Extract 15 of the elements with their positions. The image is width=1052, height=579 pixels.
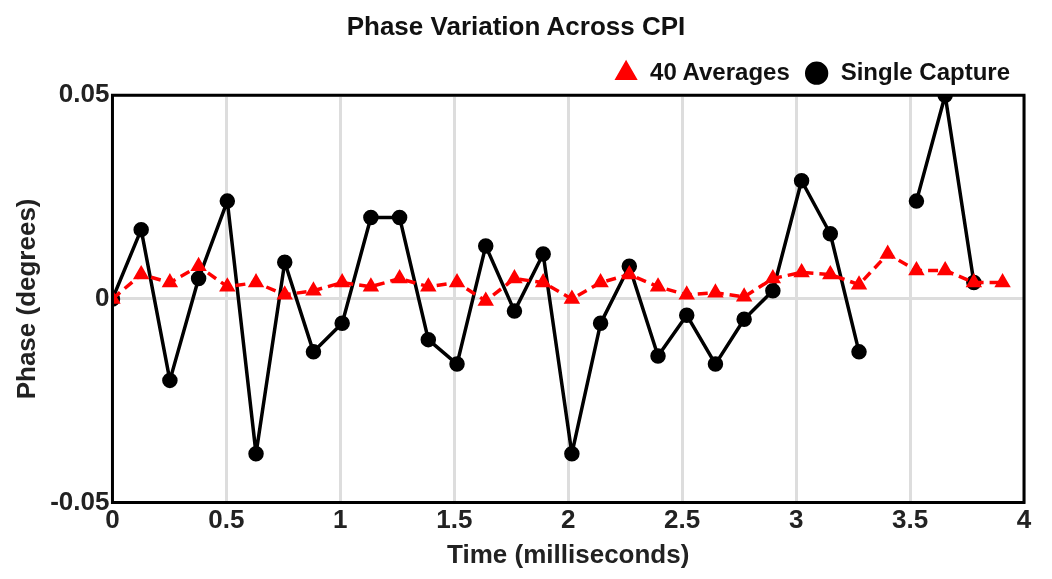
y-axis-title: Phase (degrees) xyxy=(10,198,41,400)
legend-label: Single Capture xyxy=(840,57,1010,85)
x-tick-label: 4 xyxy=(1016,504,1032,535)
x-axis-title: Time (milliseconds) xyxy=(447,538,690,569)
y-tick-label: 0 xyxy=(94,282,110,313)
y-tick-label: 0.05 xyxy=(58,78,110,109)
legend-label: 40 Averages xyxy=(650,57,790,85)
x-tick-label: 2 xyxy=(561,504,576,535)
x-tick-label: 3 xyxy=(788,504,804,535)
x-tick-label: 0.5 xyxy=(208,504,245,535)
x-tick-label: 1 xyxy=(333,504,348,535)
x-tick-label: 3.5 xyxy=(891,504,929,535)
x-tick-label: 2.5 xyxy=(664,504,701,535)
x-tick-label: 1.5 xyxy=(436,504,473,535)
chart-title: Phase Variation Across CPI xyxy=(346,10,686,41)
